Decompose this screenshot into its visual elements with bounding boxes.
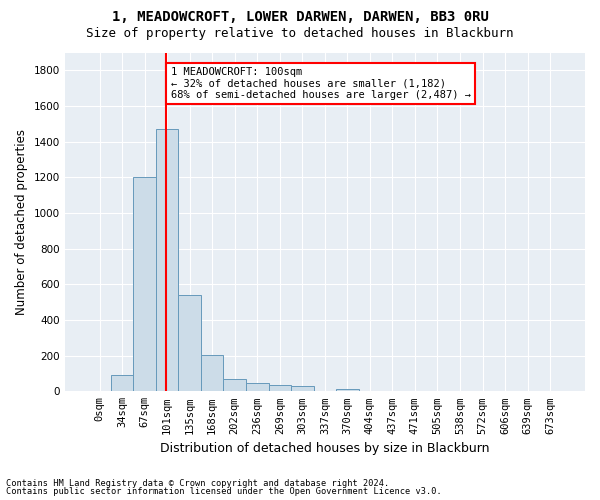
Bar bbox=[291, 386, 314, 392]
Y-axis label: Number of detached properties: Number of detached properties bbox=[15, 129, 28, 315]
Bar bbox=[223, 379, 246, 392]
Text: 1 MEADOWCROFT: 100sqm
← 32% of detached houses are smaller (1,182)
68% of semi-d: 1 MEADOWCROFT: 100sqm ← 32% of detached … bbox=[170, 67, 470, 100]
Text: 1, MEADOWCROFT, LOWER DARWEN, DARWEN, BB3 0RU: 1, MEADOWCROFT, LOWER DARWEN, DARWEN, BB… bbox=[112, 10, 488, 24]
Bar bbox=[111, 376, 133, 392]
Bar bbox=[201, 355, 223, 392]
Bar bbox=[269, 385, 291, 392]
Bar bbox=[246, 383, 269, 392]
X-axis label: Distribution of detached houses by size in Blackburn: Distribution of detached houses by size … bbox=[160, 442, 490, 455]
Bar bbox=[133, 178, 156, 392]
Text: Contains HM Land Registry data © Crown copyright and database right 2024.: Contains HM Land Registry data © Crown c… bbox=[6, 478, 389, 488]
Bar bbox=[336, 388, 359, 392]
Text: Contains public sector information licensed under the Open Government Licence v3: Contains public sector information licen… bbox=[6, 487, 442, 496]
Text: Size of property relative to detached houses in Blackburn: Size of property relative to detached ho… bbox=[86, 28, 514, 40]
Bar bbox=[156, 129, 178, 392]
Bar bbox=[178, 295, 201, 392]
